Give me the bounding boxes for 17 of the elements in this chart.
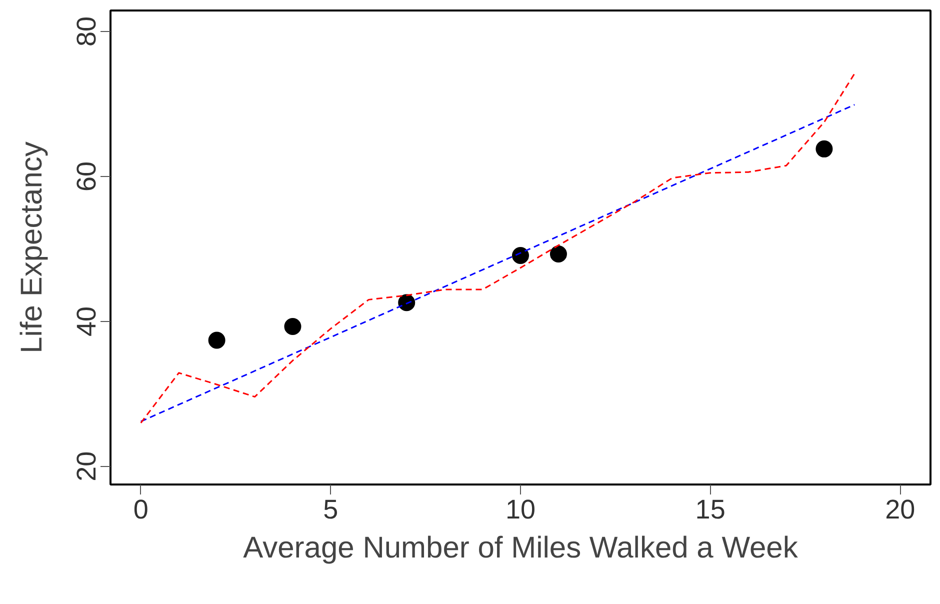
point bbox=[208, 332, 226, 349]
x-tick-label: 5 bbox=[323, 494, 338, 524]
y-tick-label: 60 bbox=[72, 161, 102, 192]
point bbox=[550, 246, 567, 263]
x-axis-title: Average Number of Miles Walked a Week bbox=[243, 532, 799, 564]
point bbox=[398, 294, 416, 312]
y-tick-label: 40 bbox=[72, 306, 102, 336]
y-tick-label: 20 bbox=[72, 451, 102, 482]
x-tick-label: 15 bbox=[695, 494, 726, 524]
point bbox=[284, 318, 302, 335]
point bbox=[816, 140, 833, 158]
y-tick-label: 80 bbox=[72, 16, 102, 47]
x-tick-label: 20 bbox=[885, 494, 916, 524]
x-tick-label: 0 bbox=[133, 494, 148, 524]
x-tick-label: 10 bbox=[505, 494, 536, 524]
point bbox=[512, 246, 529, 264]
y-axis-title: Life Expectancy bbox=[16, 142, 48, 354]
